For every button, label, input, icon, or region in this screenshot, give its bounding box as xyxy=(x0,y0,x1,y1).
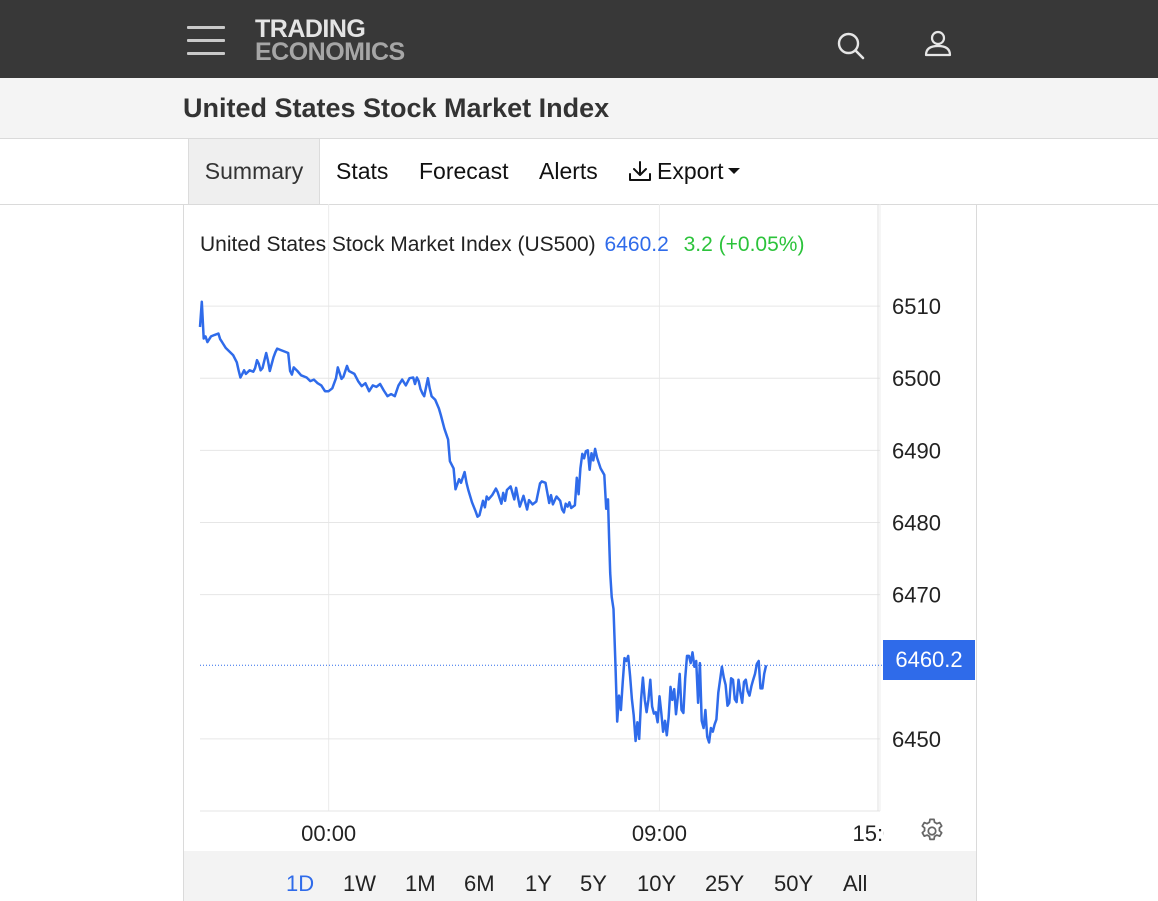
chart-header: United States Stock Market Index (US500)… xyxy=(200,233,804,257)
download-icon xyxy=(629,161,651,181)
range-1y[interactable]: 1Y xyxy=(525,871,552,896)
range-10y[interactable]: 10Y xyxy=(637,871,677,896)
logo-line-2: ECONOMICS xyxy=(255,38,405,66)
last-price-tag: 6460.2 xyxy=(883,640,975,680)
x-tick-label: 00:00 xyxy=(301,821,356,846)
chevron-down-icon xyxy=(728,168,741,175)
range-1d[interactable]: 1D xyxy=(286,871,315,896)
y-tick-label: 6510 xyxy=(892,294,941,319)
tab-label: Alerts xyxy=(539,158,598,184)
tab-bar: Summary Stats Forecast Alerts Export xyxy=(0,139,1158,205)
chart-title: United States Stock Market Index (US500) xyxy=(200,233,596,256)
tab-forecast[interactable]: Forecast xyxy=(419,139,508,204)
y-tick-label: 6480 xyxy=(892,510,941,535)
y-tick-label: 6490 xyxy=(892,438,941,463)
tab-label: Summary xyxy=(204,158,304,184)
price-series-line xyxy=(198,300,768,744)
y-tick-label: 6470 xyxy=(892,583,941,608)
y-tick-label: 6500 xyxy=(892,366,941,391)
last-price: 6460.2 xyxy=(604,233,669,256)
range-25y[interactable]: 25Y xyxy=(705,871,745,896)
search-icon[interactable] xyxy=(836,30,866,62)
y-tick-label: 6450 xyxy=(892,727,941,752)
logo[interactable]: TRADING ECONOMICS xyxy=(255,15,405,66)
page-title: United States Stock Market Index xyxy=(183,93,610,123)
chart-panel: 6510 6500 6490 6480 6470 6450 00:00 09:00 15:00 … xyxy=(183,204,977,901)
tab-label: Forecast xyxy=(419,158,509,184)
range-selector: 1D 1W 1M 6M 1Y 5Y 10Y 25Y 50Y All xyxy=(184,851,976,901)
range-1w[interactable]: 1W xyxy=(343,871,376,896)
tab-label: Export xyxy=(657,158,724,184)
price-change: 3.2 (+0.05%) xyxy=(683,233,805,256)
tab-alerts[interactable]: Alerts xyxy=(539,139,598,204)
range-5y[interactable]: 5Y xyxy=(580,871,607,896)
tab-summary[interactable]: Summary xyxy=(188,139,320,204)
range-50y[interactable]: 50Y xyxy=(774,871,814,896)
gear-icon[interactable] xyxy=(918,817,946,845)
menu-icon[interactable] xyxy=(187,26,225,56)
range-1m[interactable]: 1M xyxy=(405,871,436,896)
logo-line-1: TRADING xyxy=(255,15,366,43)
x-tick-label: 09:00 xyxy=(632,821,687,846)
top-navbar: TRADING ECONOMICS xyxy=(0,0,1158,78)
range-all[interactable]: All xyxy=(843,871,868,896)
range-6m[interactable]: 6M xyxy=(464,871,495,896)
tab-stats[interactable]: Stats xyxy=(336,139,388,204)
title-bar: United States Stock Market Index xyxy=(0,78,1158,139)
user-icon[interactable] xyxy=(924,30,952,58)
tab-export[interactable]: Export xyxy=(628,139,741,204)
tab-label: Stats xyxy=(336,158,389,184)
